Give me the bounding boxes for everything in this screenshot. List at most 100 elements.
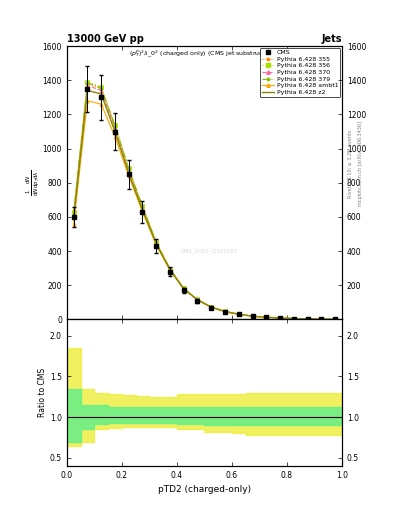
Pythia 6.428 ambt1 (182, 286, 186, 292)
Pythia 6.428 370 (113, 125, 118, 131)
Pythia 6.428 z2 (305, 316, 310, 322)
Pythia 6.428 379 (209, 304, 214, 310)
Pythia 6.428 379 (195, 296, 200, 303)
Pythia 6.428 370 (99, 88, 104, 94)
Text: mcplots.cern.ch [arXiv:1306.3436]: mcplots.cern.ch [arXiv:1306.3436] (358, 121, 363, 206)
Pythia 6.428 ambt1 (209, 304, 214, 310)
Pythia 6.428 356 (319, 316, 324, 322)
Text: 13000 GeV pp: 13000 GeV pp (67, 33, 144, 44)
Pythia 6.428 ambt1 (99, 101, 104, 107)
Pythia 6.428 379 (250, 313, 255, 319)
Pythia 6.428 370 (168, 267, 173, 273)
Pythia 6.428 370 (209, 304, 214, 310)
Pythia 6.428 z2 (237, 311, 241, 317)
Pythia 6.428 355 (127, 166, 131, 172)
Pythia 6.428 z2 (278, 315, 283, 321)
Pythia 6.428 356 (292, 315, 296, 322)
Pythia 6.428 370 (182, 286, 186, 292)
Pythia 6.428 ambt1 (237, 311, 241, 317)
Pythia 6.428 z2 (333, 316, 338, 323)
Pythia 6.428 ambt1 (72, 221, 76, 227)
Pythia 6.428 ambt1 (319, 316, 324, 322)
Line: Pythia 6.428 370: Pythia 6.428 370 (72, 83, 337, 321)
Pythia 6.428 370 (72, 212, 76, 218)
Pythia 6.428 379 (140, 203, 145, 209)
Pythia 6.428 356 (99, 84, 104, 90)
Pythia 6.428 z2 (113, 129, 118, 135)
Pythia 6.428 355 (154, 240, 159, 246)
Pythia 6.428 370 (278, 315, 283, 321)
Pythia 6.428 379 (85, 80, 90, 86)
Pythia 6.428 379 (113, 122, 118, 129)
Pythia 6.428 379 (182, 286, 186, 292)
Pythia 6.428 370 (305, 316, 310, 322)
Pythia 6.428 379 (333, 316, 338, 323)
Pythia 6.428 370 (333, 316, 338, 323)
Pythia 6.428 ambt1 (113, 134, 118, 140)
Text: $(p_T^P)^2\lambda\_0^2$ (charged only) (CMS jet substructure): $(p_T^P)^2\lambda\_0^2$ (charged only) (… (129, 49, 279, 59)
Pythia 6.428 355 (85, 80, 90, 87)
Pythia 6.428 356 (72, 209, 76, 215)
Pythia 6.428 355 (237, 311, 241, 317)
Pythia 6.428 379 (168, 266, 173, 272)
Pythia 6.428 379 (292, 315, 296, 322)
Pythia 6.428 355 (113, 123, 118, 130)
Pythia 6.428 356 (209, 304, 214, 310)
Pythia 6.428 ambt1 (222, 309, 227, 315)
Text: Jets: Jets (321, 33, 342, 44)
Pythia 6.428 379 (237, 311, 241, 317)
Pythia 6.428 z2 (209, 304, 214, 310)
Pythia 6.428 z2 (195, 297, 200, 303)
Pythia 6.428 ambt1 (333, 316, 338, 323)
Pythia 6.428 356 (113, 122, 118, 128)
Pythia 6.428 ambt1 (127, 173, 131, 179)
Line: Pythia 6.428 355: Pythia 6.428 355 (72, 82, 337, 321)
Pythia 6.428 356 (195, 296, 200, 303)
Line: Pythia 6.428 379: Pythia 6.428 379 (72, 81, 337, 321)
Pythia 6.428 z2 (182, 286, 186, 292)
Pythia 6.428 z2 (319, 316, 324, 322)
Pythia 6.428 355 (333, 316, 338, 323)
Pythia 6.428 356 (140, 203, 145, 209)
Pythia 6.428 355 (195, 297, 200, 303)
Pythia 6.428 355 (264, 314, 269, 321)
Pythia 6.428 370 (250, 313, 255, 319)
Pythia 6.428 370 (154, 240, 159, 246)
Pythia 6.428 370 (264, 314, 269, 321)
Pythia 6.428 ambt1 (292, 315, 296, 322)
Pythia 6.428 356 (264, 314, 269, 321)
Pythia 6.428 379 (154, 239, 159, 245)
Pythia 6.428 ambt1 (278, 315, 283, 321)
Pythia 6.428 z2 (222, 309, 227, 315)
Pythia 6.428 ambt1 (154, 242, 159, 248)
Pythia 6.428 z2 (140, 207, 145, 213)
Pythia 6.428 ambt1 (168, 267, 173, 273)
Pythia 6.428 355 (168, 266, 173, 272)
Pythia 6.428 356 (278, 315, 283, 321)
Pythia 6.428 370 (127, 168, 131, 174)
Text: Rivet 3.1.10; ≥ 3.2M events: Rivet 3.1.10; ≥ 3.2M events (348, 130, 353, 198)
Pythia 6.428 379 (305, 316, 310, 322)
Line: Pythia 6.428 356: Pythia 6.428 356 (72, 80, 337, 321)
Pythia 6.428 370 (237, 311, 241, 317)
Pythia 6.428 379 (99, 85, 104, 91)
Pythia 6.428 ambt1 (195, 297, 200, 303)
Legend: CMS, Pythia 6.428 355, Pythia 6.428 356, Pythia 6.428 370, Pythia 6.428 379, Pyt: CMS, Pythia 6.428 355, Pythia 6.428 356,… (260, 48, 340, 97)
Pythia 6.428 379 (222, 308, 227, 314)
Pythia 6.428 355 (319, 316, 324, 322)
Pythia 6.428 356 (127, 165, 131, 172)
Pythia 6.428 355 (250, 313, 255, 319)
Pythia 6.428 ambt1 (250, 313, 255, 319)
Pythia 6.428 370 (292, 315, 296, 322)
Pythia 6.428 z2 (264, 314, 269, 321)
Pythia 6.428 370 (85, 82, 90, 89)
Pythia 6.428 356 (237, 311, 241, 317)
Pythia 6.428 379 (278, 315, 283, 321)
Pythia 6.428 355 (140, 204, 145, 210)
Pythia 6.428 355 (99, 86, 104, 92)
Pythia 6.428 ambt1 (264, 314, 269, 321)
Pythia 6.428 370 (140, 205, 145, 211)
Y-axis label: $\frac{1}{\mathrm{d}N}\frac{\mathrm{d}N}{\mathrm{d}p_T\mathrm{d}\lambda}$: $\frac{1}{\mathrm{d}N}\frac{\mathrm{d}N}… (24, 169, 41, 196)
Y-axis label: Ratio to CMS: Ratio to CMS (38, 368, 47, 417)
Pythia 6.428 356 (154, 239, 159, 245)
